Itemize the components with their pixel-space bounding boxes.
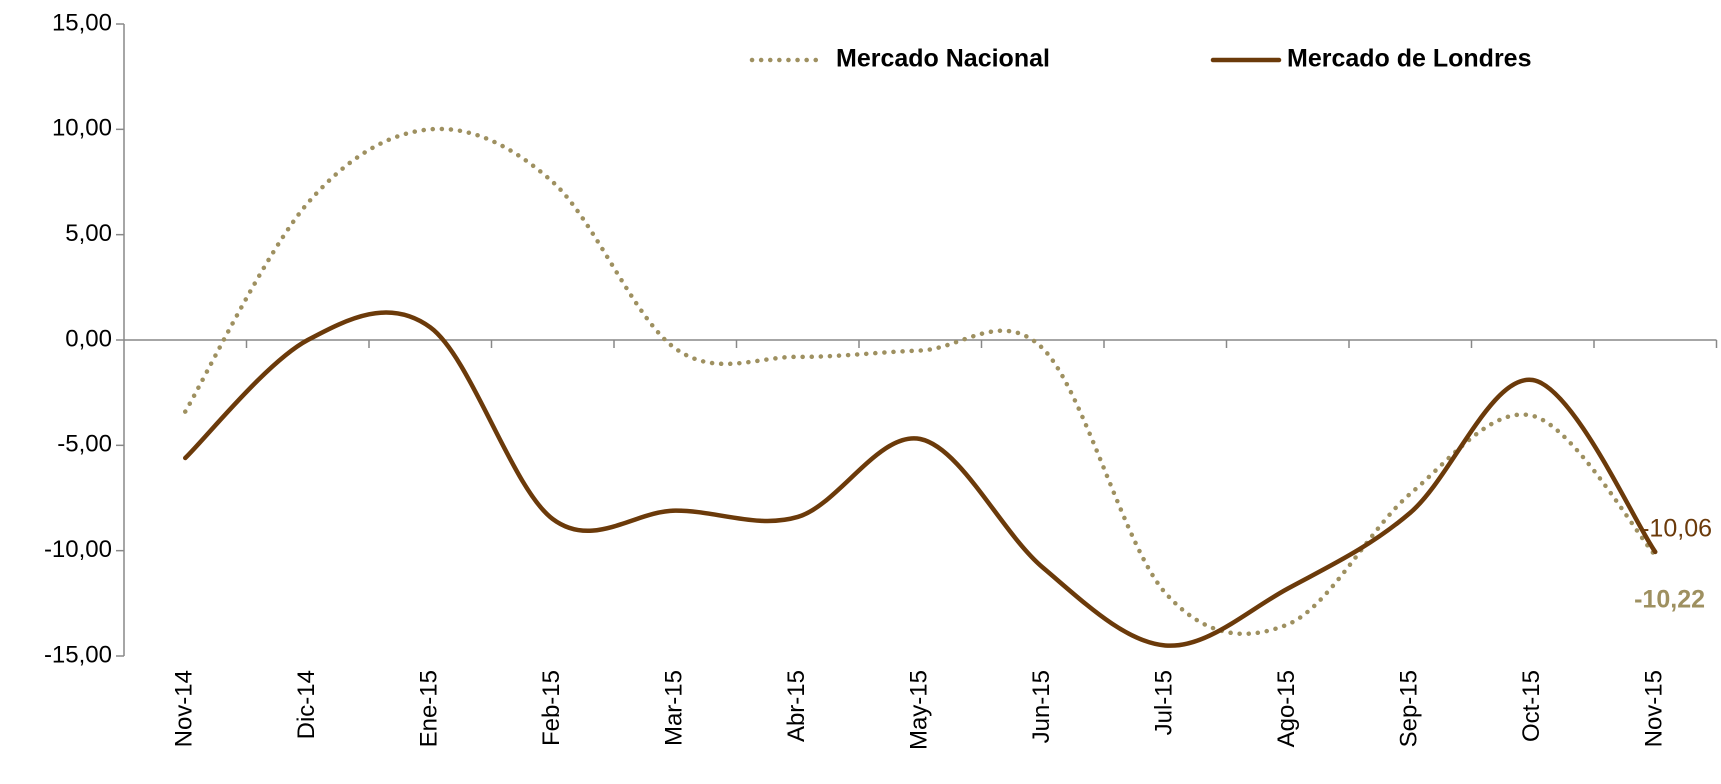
y-tick-label: 5,00 [65, 220, 112, 247]
x-tick-label: Feb-15 [538, 670, 565, 746]
y-tick-label: -15,00 [44, 641, 112, 668]
x-tick-label: Jun-15 [1028, 670, 1055, 743]
legend-label: Mercado Nacional [836, 45, 1050, 73]
y-tick-label: 15,00 [52, 9, 112, 36]
x-tick-label: Oct-15 [1518, 670, 1545, 742]
y-tick-label: 0,00 [65, 325, 112, 352]
x-tick-label: May-15 [906, 670, 933, 750]
x-tick-label: Abr-15 [783, 670, 810, 742]
y-tick-label: -10,00 [44, 536, 112, 563]
line-series [183, 310, 1658, 648]
x-tick-label: Sep-15 [1396, 670, 1423, 747]
x-tick-label: Ene-15 [416, 670, 443, 747]
x-tick-label: Mar-15 [661, 670, 688, 746]
legend-label: Mercado de Londres [1287, 45, 1532, 73]
x-tick-label: Ago-15 [1273, 670, 1300, 747]
x-tick-label: Dic-14 [293, 670, 320, 739]
x-tick-label: Nov-14 [171, 670, 198, 747]
y-tick-label: 10,00 [52, 115, 112, 142]
data-label: -10,22 [1634, 586, 1705, 614]
x-tick-label: Nov-15 [1641, 670, 1668, 747]
line-series [183, 126, 1658, 636]
data-label: -10,06 [1641, 515, 1712, 543]
x-tick-label: Jul-15 [1151, 670, 1178, 735]
y-tick-label: -5,00 [57, 431, 112, 458]
